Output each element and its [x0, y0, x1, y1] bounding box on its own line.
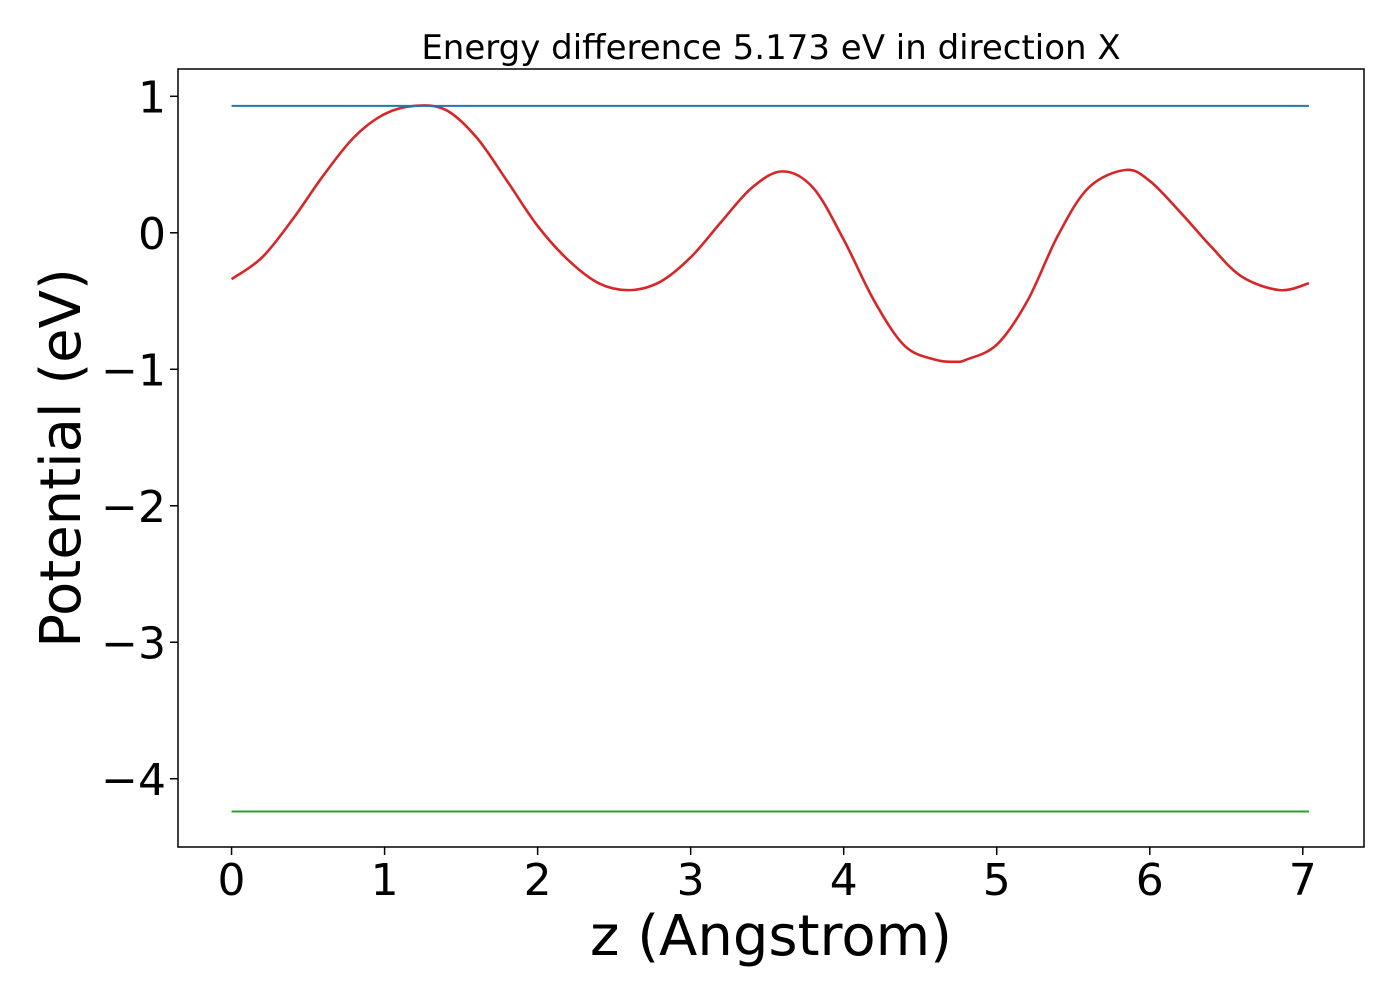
x-axis-ticks: 0 1 2 3 4 5 6 7: [218, 847, 1317, 906]
x-tick-label: 6: [1136, 855, 1164, 906]
x-tick-label: 4: [830, 855, 858, 906]
y-axis-label: Potential (eV): [29, 268, 94, 648]
x-axis-label: z (Angstrom): [590, 904, 952, 969]
x-tick-label: 0: [218, 855, 246, 906]
series-layer: [230, 104, 1310, 813]
x-tick-label: 1: [371, 855, 399, 906]
y-tick-label: 0: [138, 209, 166, 260]
x-tick-label: 3: [677, 855, 705, 906]
y-tick-label: 1: [138, 72, 166, 123]
x-tick-label: 5: [983, 855, 1011, 906]
y-axis-ticks: 1 0 −1 −2 −3 −4: [101, 72, 178, 806]
y-tick-label: −3: [101, 618, 166, 669]
plot-area: [177, 68, 1365, 848]
y-tick-label: −4: [101, 755, 166, 806]
chart-title: Energy difference 5.173 eV in direction …: [421, 28, 1120, 68]
y-tick-label: −2: [101, 482, 166, 533]
y-tick-label: −1: [101, 345, 166, 396]
x-tick-label: 2: [524, 855, 552, 906]
x-tick-label: 7: [1289, 855, 1317, 906]
